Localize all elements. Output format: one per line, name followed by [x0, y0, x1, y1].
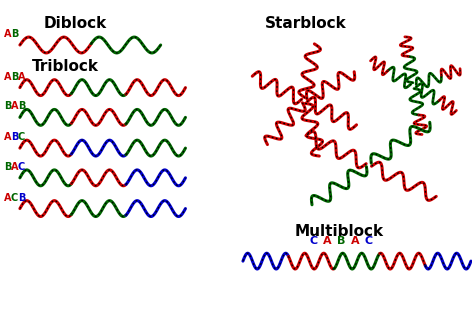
- Text: A: A: [351, 236, 360, 246]
- Text: A: A: [11, 162, 18, 172]
- Text: B: B: [11, 72, 18, 82]
- Text: A: A: [18, 72, 26, 82]
- Text: A: A: [4, 29, 11, 39]
- Text: B: B: [18, 101, 25, 111]
- Text: A: A: [323, 236, 332, 246]
- Text: C: C: [18, 132, 25, 142]
- Text: A: A: [4, 193, 11, 203]
- Text: Triblock: Triblock: [32, 59, 99, 74]
- Text: Multiblock: Multiblock: [294, 224, 383, 239]
- Text: C: C: [310, 236, 318, 246]
- Text: B: B: [337, 236, 346, 246]
- Text: A: A: [4, 132, 11, 142]
- Text: B: B: [18, 193, 25, 203]
- Text: B: B: [11, 29, 18, 39]
- Text: A: A: [4, 72, 11, 82]
- Text: Diblock: Diblock: [44, 16, 107, 31]
- Text: C: C: [365, 236, 373, 246]
- Text: C: C: [18, 162, 25, 172]
- Text: Starblock: Starblock: [265, 16, 346, 31]
- Text: C: C: [11, 193, 18, 203]
- Text: B: B: [4, 101, 11, 111]
- Text: B: B: [4, 162, 11, 172]
- Text: A: A: [11, 101, 18, 111]
- Text: B: B: [11, 132, 18, 142]
